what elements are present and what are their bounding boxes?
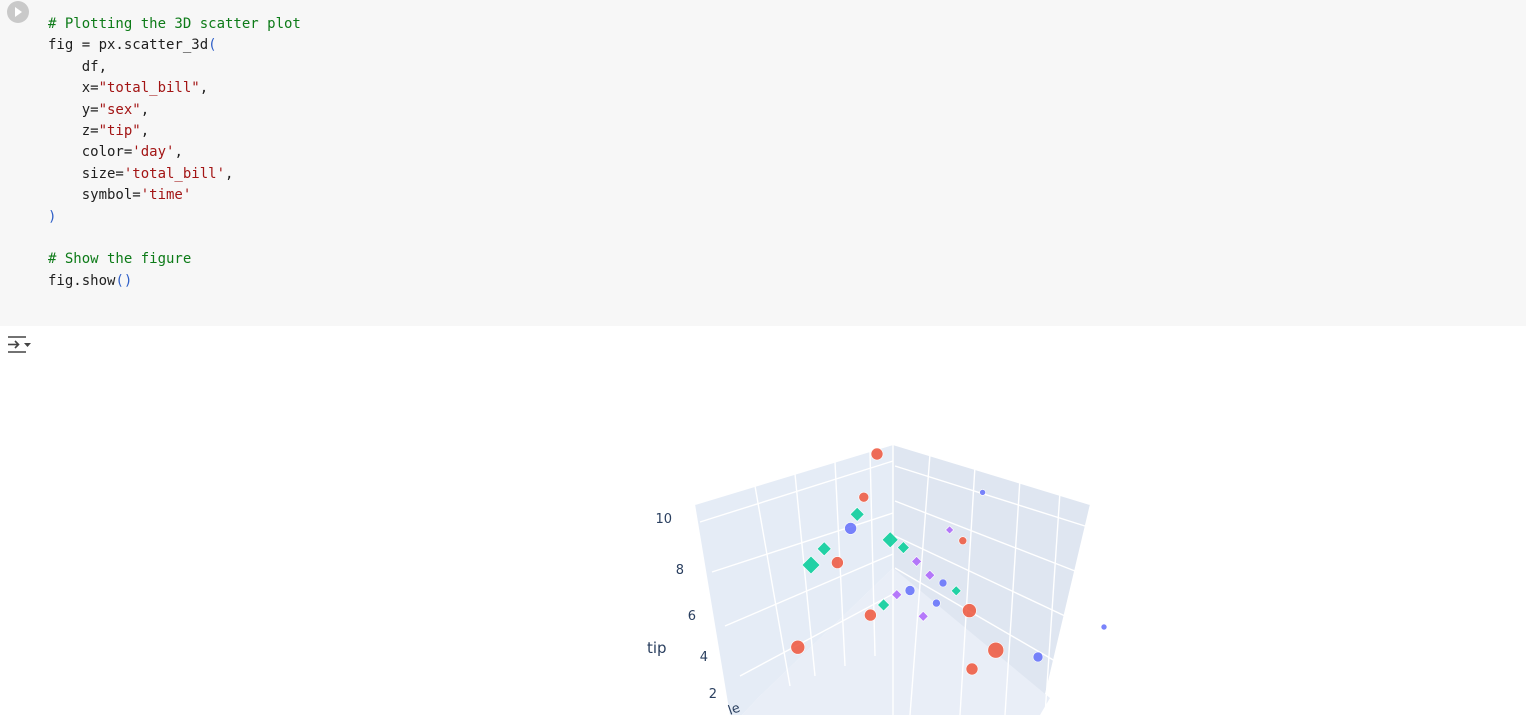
data-point-diamond: [816, 541, 832, 557]
code-token: ,: [140, 101, 150, 118]
data-point-diamond: [877, 598, 891, 612]
data-point-circle: [1100, 623, 1108, 631]
code-token: color=: [48, 144, 133, 161]
data-point-diamond: [801, 555, 821, 575]
code-token: fig = px.scatter_3d: [48, 37, 209, 54]
collapse-output-icon: [8, 336, 31, 353]
z-tick-label: 6: [688, 609, 696, 624]
code-token: # Show the figure: [48, 251, 192, 268]
data-point-diamond: [881, 531, 899, 549]
scene-top-edge: [694, 442, 1091, 505]
z-tick-label: 2: [709, 687, 717, 702]
data-point-circle: [870, 447, 884, 461]
data-point-circle: [932, 598, 941, 608]
axis-labels: 10 8 6 4 2 tip le: [647, 512, 742, 715]
data-point-circle: [987, 641, 1005, 659]
code-token: 'total_bill': [123, 165, 226, 182]
code-line: x="total_bill",: [48, 78, 301, 99]
z-tick-label: 8: [676, 563, 684, 578]
code-line: df,: [48, 57, 301, 78]
code-token: # Plotting the 3D scatter plot: [48, 16, 301, 32]
code-token: df,: [48, 58, 108, 75]
code-token: fig.show: [48, 272, 116, 289]
run-cell-button[interactable]: [7, 1, 29, 23]
grid-line: [1004, 478, 1021, 715]
y-axis-label-partial: le: [726, 701, 742, 715]
grid-line: [1044, 491, 1061, 715]
code-cell[interactable]: # Plotting the 3D scatter plot fig = px.s…: [0, 0, 1526, 326]
scatter-3d-plot[interactable]: 10 8 6 4 2 tip le: [0, 326, 1526, 715]
code-token: size=: [48, 165, 124, 182]
data-point-circle: [938, 578, 948, 588]
z-tick-label: 10: [655, 512, 672, 527]
data-point-circle: [844, 522, 857, 535]
z-tick-label: 4: [700, 650, 708, 665]
play-icon: [15, 7, 22, 17]
code-token: ,: [174, 144, 183, 161]
data-point-diamond: [950, 585, 962, 597]
grid-line: [894, 465, 1086, 527]
data-point-diamond: [849, 506, 865, 522]
grid-line: [724, 553, 894, 627]
code-token: ): [48, 208, 57, 225]
code-line: z="tip",: [48, 121, 301, 142]
code-token: "tip": [98, 123, 141, 140]
code-token: "sex": [98, 101, 141, 118]
z-axis-title: tip: [647, 639, 667, 657]
grid-line: [739, 593, 894, 677]
code-token: (: [208, 37, 217, 54]
code-token: y=: [48, 101, 99, 118]
code-line: y="sex",: [48, 100, 301, 121]
data-point-circle: [958, 536, 968, 545]
data-point-circle: [831, 556, 844, 569]
data-point-circle: [864, 608, 877, 622]
3d-scene: [694, 442, 1091, 715]
data-point-diamond: [917, 610, 929, 622]
code-token: (): [115, 272, 133, 289]
data-point-circle: [904, 585, 916, 596]
code-line: fig = px.scatter_3d(: [48, 35, 301, 56]
code-token: 'time': [140, 187, 192, 204]
data-point-diamond: [911, 555, 923, 567]
code-token: symbol=: [48, 187, 141, 204]
code-token: z=: [48, 123, 99, 140]
data-point-diamond: [924, 569, 936, 581]
data-point-diamond: [891, 589, 903, 601]
data-point-diamond: [896, 541, 910, 555]
code-line: # Plotting the 3D scatter plot: [48, 14, 301, 35]
scene-floor: [742, 568, 1050, 715]
code-line: # Show the figure: [48, 249, 301, 270]
code-line: [48, 228, 301, 249]
code-line: ): [48, 207, 301, 228]
code-token: ,: [225, 165, 234, 182]
grid-line: [794, 473, 816, 677]
grid-line: [909, 453, 931, 715]
code-line: color='day',: [48, 142, 301, 163]
grid-line: [711, 512, 894, 573]
data-point-circle: [790, 639, 806, 655]
code-token: ,: [199, 80, 209, 97]
output-toggle-button[interactable]: [7, 334, 33, 356]
data-point-circle: [858, 491, 870, 503]
code-token: ,: [140, 123, 150, 140]
scene-left-wall: [695, 444, 893, 715]
data-point-circle: [979, 489, 986, 496]
code-line: fig.show(): [48, 271, 301, 292]
scatter-points: [790, 447, 1108, 676]
code-token: 'day': [132, 144, 175, 161]
code-line: size='total_bill',: [48, 164, 301, 185]
grid-line: [699, 460, 894, 523]
data-point-circle: [962, 603, 977, 618]
grid-line: [869, 451, 876, 657]
data-point-circle: [1032, 651, 1044, 663]
code-token: x=: [48, 80, 99, 97]
code-line: symbol='time': [48, 185, 301, 206]
code-token: "total_bill": [98, 80, 200, 97]
code-editor[interactable]: # Plotting the 3D scatter plot fig = px.s…: [48, 14, 301, 292]
grid-line: [959, 465, 976, 715]
data-point-diamond: [945, 525, 955, 535]
data-point-circle: [965, 662, 979, 676]
